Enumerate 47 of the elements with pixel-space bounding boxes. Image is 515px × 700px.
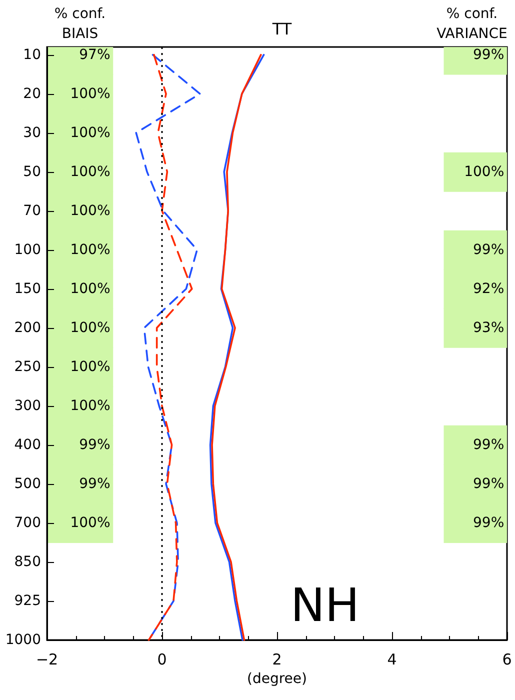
x-tick-label: 2 bbox=[272, 650, 282, 668]
y-tick-label: 250 bbox=[14, 358, 41, 375]
y-tick-label: 400 bbox=[14, 436, 41, 453]
annotation: 92% bbox=[473, 280, 504, 297]
x-tick-label: 4 bbox=[387, 650, 397, 668]
annotation: 100% bbox=[70, 398, 110, 414]
annotation: 97% bbox=[79, 46, 110, 63]
annotation: 99% bbox=[473, 46, 504, 63]
text: % conf. BIAIS bbox=[54, 6, 106, 42]
y-tick-label: 150 bbox=[14, 280, 41, 297]
y-tick-label: 70 bbox=[23, 202, 41, 219]
annotation: 99% bbox=[473, 242, 504, 258]
chart-title: TT bbox=[271, 20, 292, 38]
x-tick-label: −2 bbox=[36, 650, 58, 668]
annotation: 100% bbox=[70, 124, 110, 141]
annotation: 99% bbox=[473, 436, 504, 453]
y-tick-label: 925 bbox=[14, 592, 41, 609]
annotation: 99% bbox=[79, 476, 110, 492]
annotation: 100% bbox=[70, 164, 110, 180]
annotation: 100% bbox=[70, 358, 110, 375]
x-axis-title: (degree) bbox=[247, 671, 307, 687]
annotation: 100% bbox=[70, 242, 110, 258]
annotation: 93% bbox=[473, 320, 504, 336]
annotation: 99% bbox=[473, 476, 504, 492]
y-tick-label: 100 bbox=[14, 242, 41, 258]
annotation: 100% bbox=[70, 86, 110, 102]
text: % conf. VARIANCE bbox=[436, 6, 508, 42]
y-tick-label: 1000 bbox=[5, 632, 41, 648]
annotation: 100% bbox=[70, 320, 110, 336]
y-tick-label: 30 bbox=[23, 124, 41, 141]
annotation: 100% bbox=[464, 164, 504, 180]
y-tick-label: 200 bbox=[14, 320, 41, 336]
y-tick-label: 500 bbox=[14, 476, 41, 492]
annotation: 99% bbox=[79, 436, 110, 453]
y-tick-label: 700 bbox=[14, 514, 41, 531]
y-tick-label: 850 bbox=[14, 554, 41, 570]
x-tick-label: 0 bbox=[157, 650, 167, 668]
y-tick-label: 20 bbox=[23, 86, 41, 102]
annotation: 100% bbox=[70, 514, 110, 531]
y-tick-label: 10 bbox=[23, 46, 41, 63]
annotation: 100% bbox=[70, 280, 110, 297]
y-tick-label: 300 bbox=[14, 398, 41, 414]
annotation: NH bbox=[290, 578, 360, 632]
x-tick-label: 6 bbox=[502, 650, 512, 668]
annotation: 100% bbox=[70, 202, 110, 219]
y-tick-label: 50 bbox=[23, 164, 41, 180]
annotation: 99% bbox=[473, 514, 504, 531]
